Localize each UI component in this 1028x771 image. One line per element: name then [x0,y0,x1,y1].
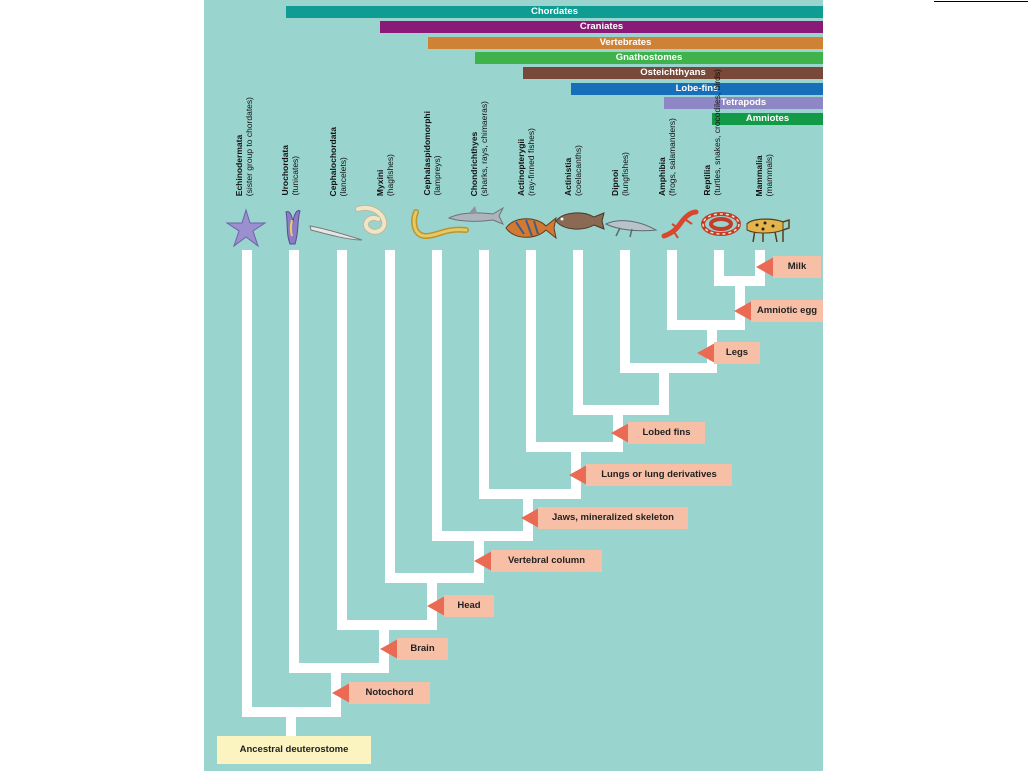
phylogenetic-tree-figure: Chordates Craniates Vertebrates Gnathost… [204,0,823,771]
trait-label-legs: Legs [714,342,760,364]
clade-bar-osteichthyans: Osteichthyans [523,67,823,79]
trait-arrow [521,508,539,528]
corner-rule [934,1,1028,2]
ray-finned-fish-icon [505,216,557,240]
trait-label-brain: Brain [397,638,448,660]
clade-bar-lobe-fins: Lobe-fins [571,83,823,95]
trait-arrow [734,301,752,321]
clade-bar-gnathostomes: Gnathostomes [475,52,823,64]
hagfish-icon [355,205,388,235]
trait-label-lungs: Lungs or lung derivatives [586,464,732,486]
branch-actinopterygii [526,250,581,499]
trait-label-vertebral-column: Vertebral column [491,550,602,572]
clade-bar-vertebrates: Vertebrates [428,37,823,49]
branch-dipnoi [618,250,669,415]
branch-echinodermata [242,250,291,717]
root-ancestral-deuterostome: Ancestral deuterostome [217,736,371,764]
branch-chondrichthyes [479,250,533,541]
trait-label-lobed-fins: Lobed fins [628,422,705,444]
leopard-icon [746,218,790,243]
trait-label-milk: Milk [773,256,821,278]
clade-bar-amniotes: Amniotes [712,113,823,125]
branch-urochordata [289,250,341,717]
trait-arrow [569,465,587,485]
branch-cephalochordata [336,250,389,673]
trait-arrow [611,423,629,443]
trait-arrow [332,683,350,703]
lancelet-icon [309,225,363,241]
trait-arrow [380,639,398,659]
trait-label-amniotic-egg: Amniotic egg [751,300,823,322]
branch-reptilia [712,250,745,330]
trait-label-notochord: Notochord [349,682,430,704]
snake-icon [701,212,741,236]
branch-cephalaspidomorphi [432,250,484,583]
clade-bar-craniates: Craniates [380,21,823,33]
branch-actinistia [573,250,623,452]
clade-bar-chordates: Chordates [286,6,823,18]
trait-label-head: Head [444,595,494,617]
branch-amphibia [664,250,717,373]
trait-arrow [756,257,774,277]
trait-arrow [697,343,715,363]
shark-icon [447,206,505,225]
trait-arrow [474,551,492,571]
lungfish-icon [604,220,658,238]
sea-star-icon [225,208,267,248]
trait-arrow [427,596,445,616]
clade-bar-tetrapods: Tetrapods [664,97,823,109]
salamander-icon [661,209,699,239]
lamprey-icon [411,209,469,240]
branch-myxini [384,250,437,630]
tree-branches [242,250,765,738]
tunicate-icon [285,210,301,245]
coelacanth-icon [555,212,605,230]
trait-label-jaws: Jaws, mineralized skeleton [538,507,688,529]
